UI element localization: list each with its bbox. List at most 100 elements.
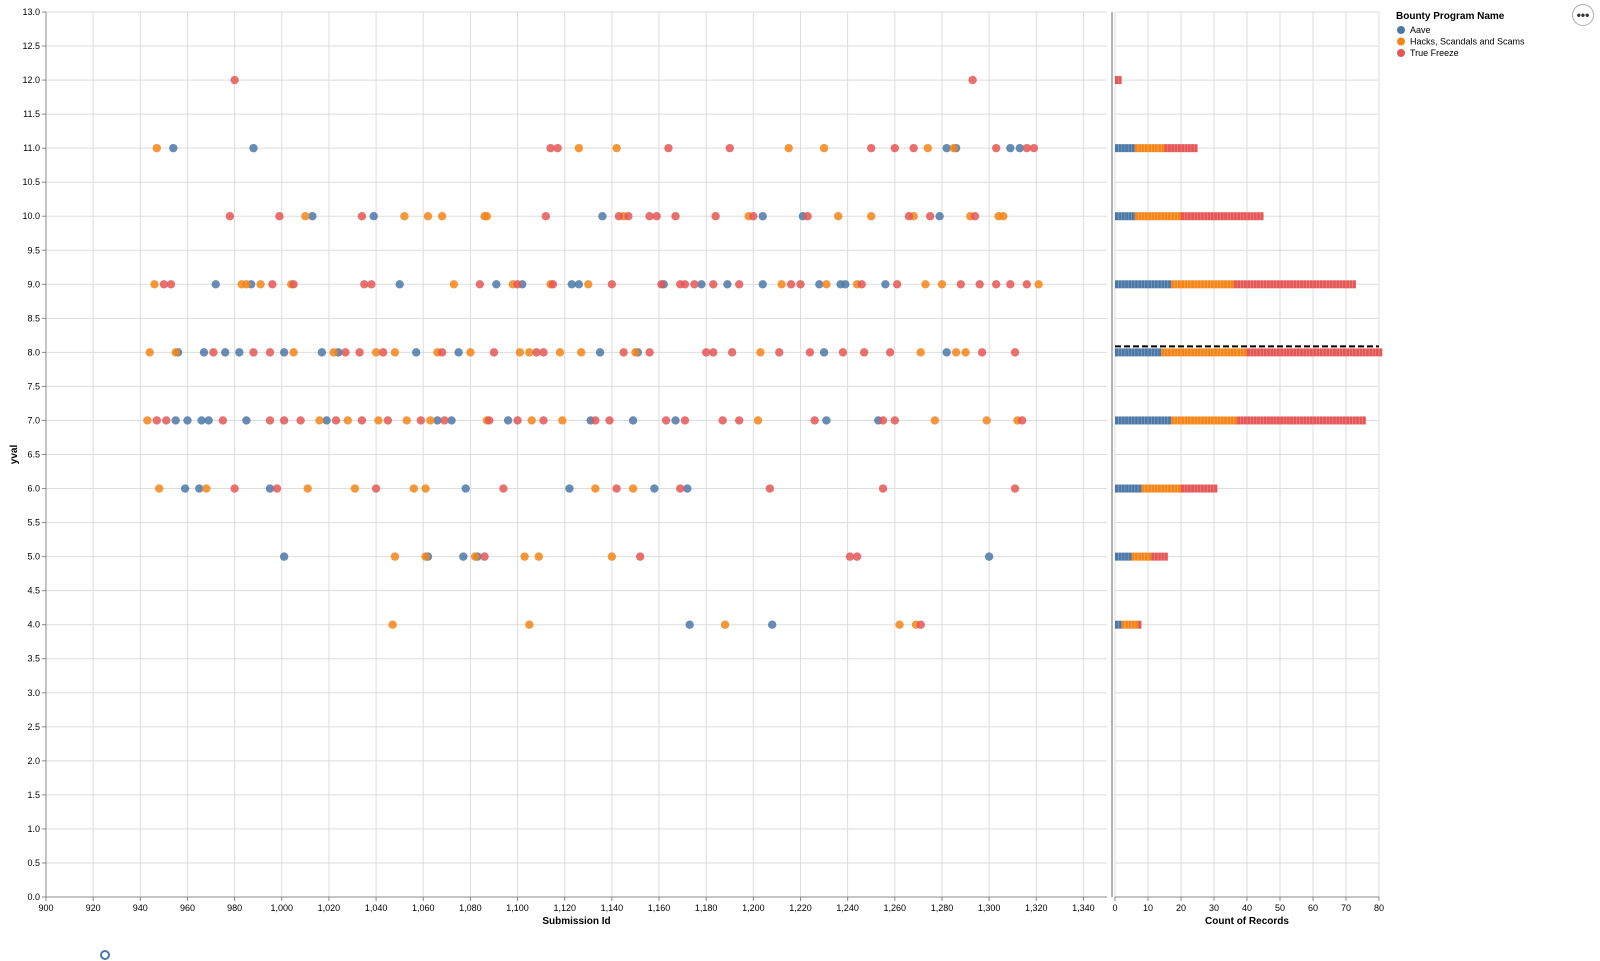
scatter-point (607, 552, 617, 561)
x-tick-label: 1,200 (742, 903, 765, 913)
x-tick-label: 1,120 (553, 903, 576, 913)
scatter-point (756, 348, 765, 357)
scatter-point (777, 280, 786, 289)
scatter-point (859, 348, 869, 357)
bar-segment (1233, 280, 1356, 289)
y-tick-label: 10.0 (22, 211, 40, 221)
scatter-point (796, 280, 805, 289)
scatter-point (857, 280, 866, 289)
bar-x-tick-label: 80 (1374, 903, 1384, 913)
scatter-point (775, 348, 784, 357)
bar-segment (1171, 280, 1234, 289)
bar-segment (1115, 416, 1172, 425)
legend-swatch (1397, 49, 1405, 57)
bar-segment (1141, 484, 1181, 493)
scatter-point (371, 484, 381, 493)
scatter-series-true-freeze (152, 75, 1039, 629)
scatter-point (218, 416, 228, 425)
scatter-point (999, 212, 1008, 221)
x-axis-title: Submission Id (542, 916, 610, 927)
ellipsis-icon: ••• (1576, 8, 1590, 22)
scatter-point (786, 280, 796, 289)
y-tick-label: 11.5 (23, 109, 40, 119)
scatter-point (503, 416, 513, 425)
bar-segment (1237, 416, 1366, 425)
scatter-point (230, 484, 239, 493)
scatter-point (489, 348, 499, 357)
scatter-point (598, 212, 607, 221)
scatter-point (308, 212, 317, 221)
scatter-point (727, 348, 737, 357)
x-tick-label: 1,060 (412, 903, 435, 913)
scatter-point (513, 280, 522, 289)
scatter-point (343, 416, 352, 425)
scatter-point (852, 552, 862, 561)
scatter-point (671, 212, 680, 221)
scatter-point (539, 416, 548, 425)
scatter-point (968, 75, 977, 85)
bar-segment (1151, 552, 1168, 561)
scatter-point (645, 212, 654, 221)
scatter-point (935, 212, 944, 221)
bar-x-tick-label: 60 (1308, 903, 1318, 913)
scatter-point (440, 416, 449, 425)
scatter-point (680, 280, 690, 289)
scatter-point (558, 416, 567, 425)
scatter-point (539, 348, 548, 357)
scatter-point (591, 416, 600, 425)
scatter-point (480, 552, 489, 561)
scatter-point (645, 348, 654, 357)
bar-segment (1115, 348, 1162, 357)
scatter-point (605, 416, 614, 425)
circle-icon (100, 950, 110, 960)
y-tick-label: 7.5 (27, 381, 40, 391)
scatter-point (265, 416, 275, 425)
legend-label: Hacks, Scandals and Scams (1410, 37, 1525, 47)
scatter-point (624, 212, 633, 221)
y-tick-label: 4.5 (27, 586, 40, 596)
scatter-point (628, 484, 638, 493)
scatter-point (1006, 143, 1015, 153)
scatter-point (485, 416, 494, 425)
scatter-point (166, 280, 176, 289)
legend: Bounty Program Name Aave Hacks, Scandals a… (1396, 11, 1525, 58)
scatter-point (1010, 348, 1020, 357)
scatter-point (303, 484, 312, 493)
x-tick-label: 1,100 (506, 903, 529, 913)
scatter-point (867, 212, 876, 221)
scatter-point (154, 484, 164, 493)
y-tick-label: 0.0 (27, 892, 40, 902)
scatter-point (322, 416, 331, 425)
x-tick-label: 940 (133, 903, 148, 913)
scatter-point (209, 348, 218, 357)
scatter-point (357, 416, 367, 425)
y-tick-label: 9.0 (27, 279, 40, 289)
scatter-point (409, 484, 419, 493)
scatter-point (279, 416, 289, 425)
scatter-point (753, 416, 763, 425)
chart-actions-button[interactable]: ••• (1572, 4, 1594, 26)
scatter-point (171, 348, 180, 357)
scatter-point (525, 348, 534, 357)
y-tick-label: 2.0 (27, 756, 40, 766)
y-tick-label: 11.0 (23, 143, 40, 153)
scatter-point (921, 280, 930, 289)
bar-x-tick-label: 40 (1242, 903, 1252, 913)
scatter-point (466, 348, 475, 357)
scatter-series-aave (169, 143, 1024, 629)
scatter-point (268, 280, 277, 289)
scatter-point (765, 484, 775, 493)
scatter-point (331, 416, 341, 425)
scatter-point (371, 348, 381, 357)
scatter-point (834, 212, 843, 221)
scatter-point (388, 620, 397, 629)
scatter-point (991, 280, 1001, 289)
bar-x-axis-title: Count of Records (1205, 916, 1289, 927)
bar-segment (1131, 552, 1152, 561)
scatter-point (758, 280, 767, 289)
scatter-point (437, 348, 447, 357)
scatter-point (275, 212, 284, 221)
scatter-point (411, 348, 421, 357)
scatter-point (734, 416, 744, 425)
